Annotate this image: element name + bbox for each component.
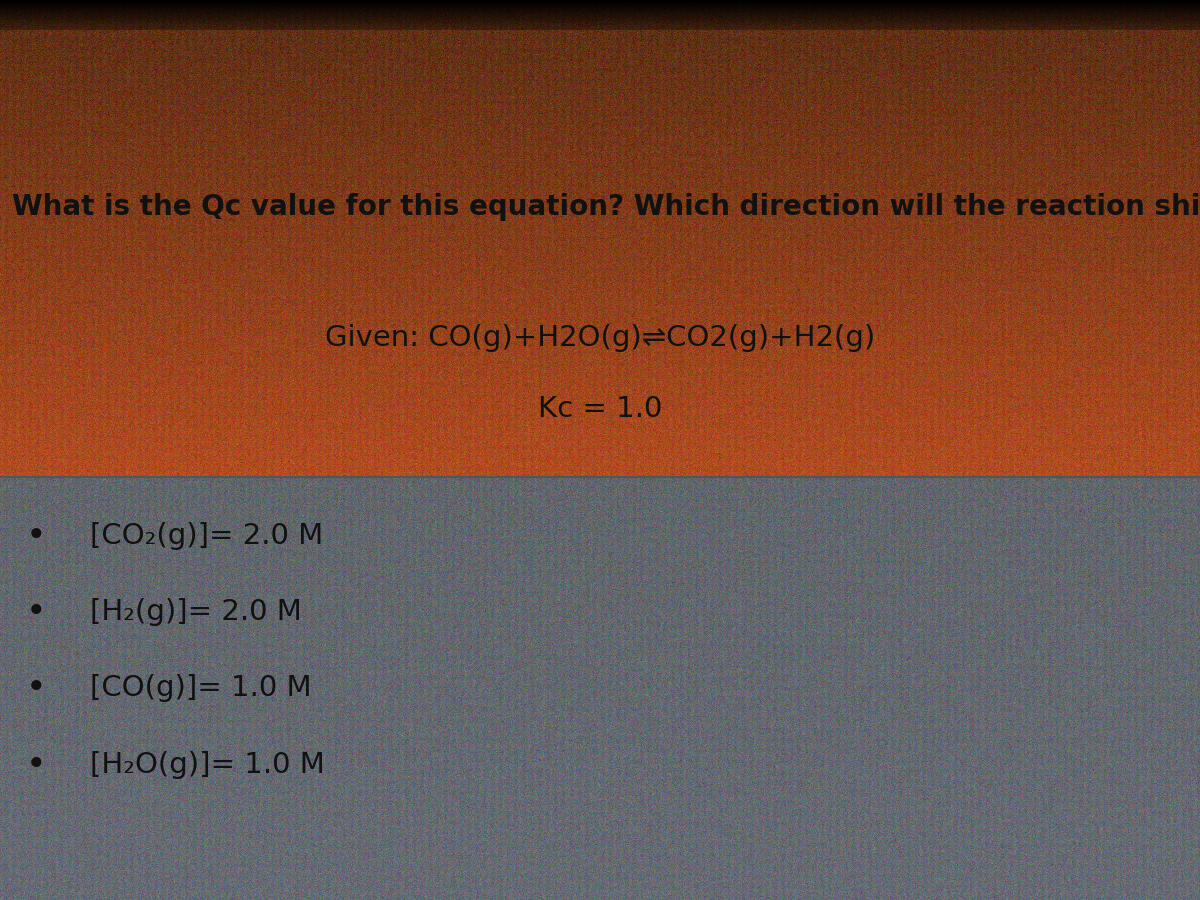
Text: What is the Qc value for this equation? Which direction will the reaction shift?: What is the Qc value for this equation? … [12,193,1200,221]
Text: [H₂(g)]= 2.0 M: [H₂(g)]= 2.0 M [90,598,302,626]
Text: •: • [25,671,47,706]
Text: •: • [25,748,47,782]
Text: •: • [25,595,47,629]
Text: •: • [25,518,47,553]
Text: Given: CO(g)+H2O(g)⇌CO2(g)+H2(g): Given: CO(g)+H2O(g)⇌CO2(g)+H2(g) [325,323,875,352]
Text: [CO₂(g)]= 2.0 M: [CO₂(g)]= 2.0 M [90,521,323,550]
Text: Kc = 1.0: Kc = 1.0 [538,395,662,424]
Text: [CO(g)]= 1.0 M: [CO(g)]= 1.0 M [90,674,312,703]
Text: [H₂O(g)]= 1.0 M: [H₂O(g)]= 1.0 M [90,751,325,779]
